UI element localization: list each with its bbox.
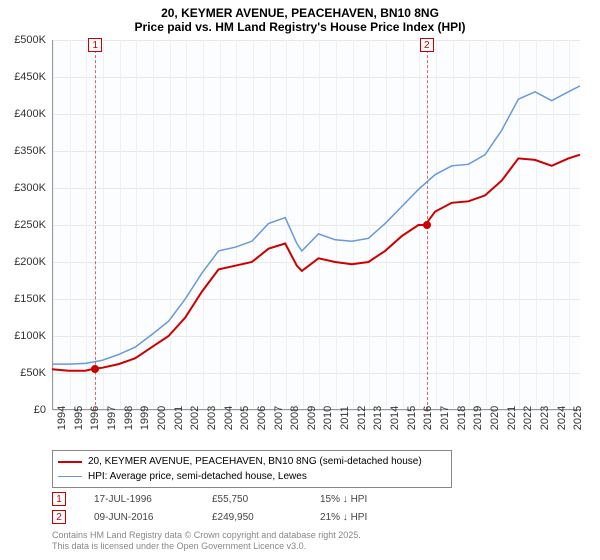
attribution-line2: This data is licensed under the Open Gov…: [52, 541, 361, 552]
sale-row: 1 17-JUL-1996 £55,750 15% ↓ HPI: [52, 490, 420, 508]
x-axis-tick-label: 2001: [173, 406, 185, 430]
sale-date: 09-JUN-2016: [94, 512, 184, 523]
y-axis-tick-label: £350K: [14, 145, 46, 157]
chart-plot-area: 12 £0£50K£100K£150K£200K£250K£300K£350K£…: [52, 40, 580, 410]
legend-swatch-hpi: [58, 476, 82, 477]
attribution-line1: Contains HM Land Registry data © Crown c…: [52, 530, 361, 541]
x-axis-tick-label: 2021: [506, 406, 518, 430]
sale-diff: 15% ↓ HPI: [320, 494, 420, 505]
x-axis-tick-label: 1994: [56, 406, 68, 430]
sales-table: 1 17-JUL-1996 £55,750 15% ↓ HPI 2 09-JUN-2016…: [52, 490, 420, 526]
chart-legend: 20, KEYMER AVENUE, PEACEHAVEN, BN10 8NG …: [52, 450, 452, 488]
x-axis-tick-label: 2007: [273, 406, 285, 430]
sale-price: £249,950: [212, 512, 292, 523]
x-axis-tick-label: 2009: [306, 406, 318, 430]
x-axis-tick-label: 2006: [256, 406, 268, 430]
legend-label-hpi: HPI: Average price, semi-detached house,…: [88, 471, 307, 482]
x-axis-tick-label: 2025: [572, 406, 584, 430]
y-axis-tick-label: £150K: [14, 293, 46, 305]
chart-title-line2: Price paid vs. HM Land Registry's House …: [0, 20, 600, 34]
y-axis-tick-label: £450K: [14, 71, 46, 83]
y-axis-tick-label: £50K: [20, 367, 46, 379]
y-axis-tick-label: £0: [34, 404, 46, 416]
series-line-hpi: [52, 86, 580, 364]
x-axis-tick-label: 2019: [472, 406, 484, 430]
y-axis-tick-label: £250K: [14, 219, 46, 231]
x-axis-tick-label: 2020: [489, 406, 501, 430]
x-axis-tick-label: 2004: [223, 406, 235, 430]
y-axis-tick-label: £300K: [14, 182, 46, 194]
sale-num-box: 1: [52, 492, 66, 506]
y-axis-tick-label: £500K: [14, 34, 46, 46]
x-axis-tick-label: 1996: [89, 406, 101, 430]
y-axis-tick-label: £200K: [14, 256, 46, 268]
x-axis-tick-label: 2003: [206, 406, 218, 430]
x-axis-tick-label: 2018: [456, 406, 468, 430]
sale-date: 17-JUL-1996: [94, 494, 184, 505]
x-axis-tick-label: 2010: [322, 406, 334, 430]
x-axis-tick-label: 2002: [189, 406, 201, 430]
attribution-text: Contains HM Land Registry data © Crown c…: [52, 530, 361, 552]
x-axis-tick-label: 2017: [439, 406, 451, 430]
y-axis-tick-label: £100K: [14, 330, 46, 342]
x-axis-tick-label: 2023: [539, 406, 551, 430]
x-axis-tick-label: 2024: [556, 406, 568, 430]
x-axis-tick-label: 1998: [123, 406, 135, 430]
legend-swatch-property: [58, 461, 82, 463]
chart-title-line1: 20, KEYMER AVENUE, PEACEHAVEN, BN10 8NG: [0, 6, 600, 20]
x-axis-tick-label: 2000: [156, 406, 168, 430]
x-axis-tick-label: 2015: [406, 406, 418, 430]
sale-price: £55,750: [212, 494, 292, 505]
x-axis-tick-label: 2008: [289, 406, 301, 430]
x-axis-tick-label: 2022: [522, 406, 534, 430]
legend-label-property: 20, KEYMER AVENUE, PEACEHAVEN, BN10 8NG …: [88, 456, 422, 467]
y-axis-tick-label: £400K: [14, 108, 46, 120]
x-axis-tick-label: 2013: [372, 406, 384, 430]
x-axis-tick-label: 2014: [389, 406, 401, 430]
series-line-property: [52, 155, 580, 371]
x-axis-tick-label: 2005: [239, 406, 251, 430]
x-axis-tick-label: 1995: [73, 406, 85, 430]
sale-diff: 21% ↓ HPI: [320, 512, 420, 523]
x-axis-tick-label: 1997: [106, 406, 118, 430]
x-axis-tick-label: 2016: [422, 406, 434, 430]
x-axis-tick-label: 1999: [139, 406, 151, 430]
sale-row: 2 09-JUN-2016 £249,950 21% ↓ HPI: [52, 508, 420, 526]
x-axis-tick-label: 2012: [356, 406, 368, 430]
x-axis-tick-label: 2011: [339, 406, 351, 430]
sale-num-box: 2: [52, 510, 66, 524]
